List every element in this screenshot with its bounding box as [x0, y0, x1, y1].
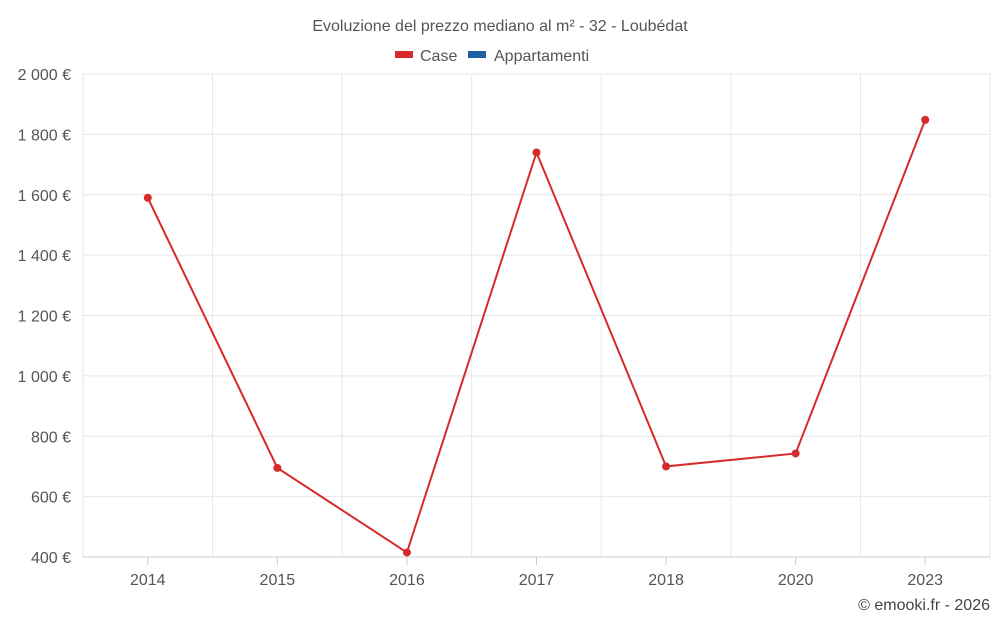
x-tick-label: 2015 — [260, 572, 296, 589]
legend[interactable]: Case Appartamenti — [395, 48, 589, 65]
legend-item-case[interactable]: Case — [395, 48, 457, 65]
credit-text: © emooki.fr - 2026 — [858, 597, 990, 614]
legend-swatch-case — [395, 51, 413, 58]
data-point[interactable] — [532, 148, 541, 157]
y-tick-label: 1 000 € — [18, 369, 71, 386]
x-tick-label: 2017 — [519, 572, 555, 589]
y-tick-label: 1 200 € — [18, 309, 71, 326]
x-tick-label: 2018 — [648, 572, 684, 589]
y-tick-label: 400 € — [31, 550, 71, 567]
y-tick-label: 800 € — [31, 429, 71, 446]
y-tick-label: 2 000 € — [18, 67, 71, 84]
data-point[interactable] — [143, 193, 152, 202]
data-point[interactable] — [662, 462, 671, 471]
data-point[interactable] — [921, 115, 930, 124]
legend-label-case: Case — [420, 48, 457, 65]
series-layer — [143, 115, 930, 557]
legend-label-appartamenti: Appartamenti — [494, 48, 589, 65]
chart-title: Evoluzione del prezzo mediano al m² - 32… — [312, 18, 688, 35]
y-tick-label: 1 600 € — [18, 188, 71, 205]
axes: 400 € 600 € 800 € 1 000 € 1 200 € 1 400 € 1 60… — [18, 67, 990, 589]
series-line-case — [146, 119, 927, 555]
legend-item-appartamenti[interactable]: Appartamenti — [468, 48, 589, 65]
data-point[interactable] — [273, 463, 282, 472]
x-tick-label: 2016 — [389, 572, 425, 589]
grid — [82, 73, 991, 557]
legend-swatch-appartamenti — [468, 51, 486, 58]
x-tick-label: 2020 — [778, 572, 814, 589]
data-point[interactable] — [402, 548, 411, 557]
data-point[interactable] — [791, 449, 800, 458]
y-tick-label: 600 € — [31, 490, 71, 507]
y-tick-label: 1 800 € — [18, 127, 71, 144]
x-tick-label: 2023 — [907, 572, 943, 589]
y-tick-label: 1 400 € — [18, 248, 71, 265]
x-tick-label: 2014 — [130, 572, 166, 589]
